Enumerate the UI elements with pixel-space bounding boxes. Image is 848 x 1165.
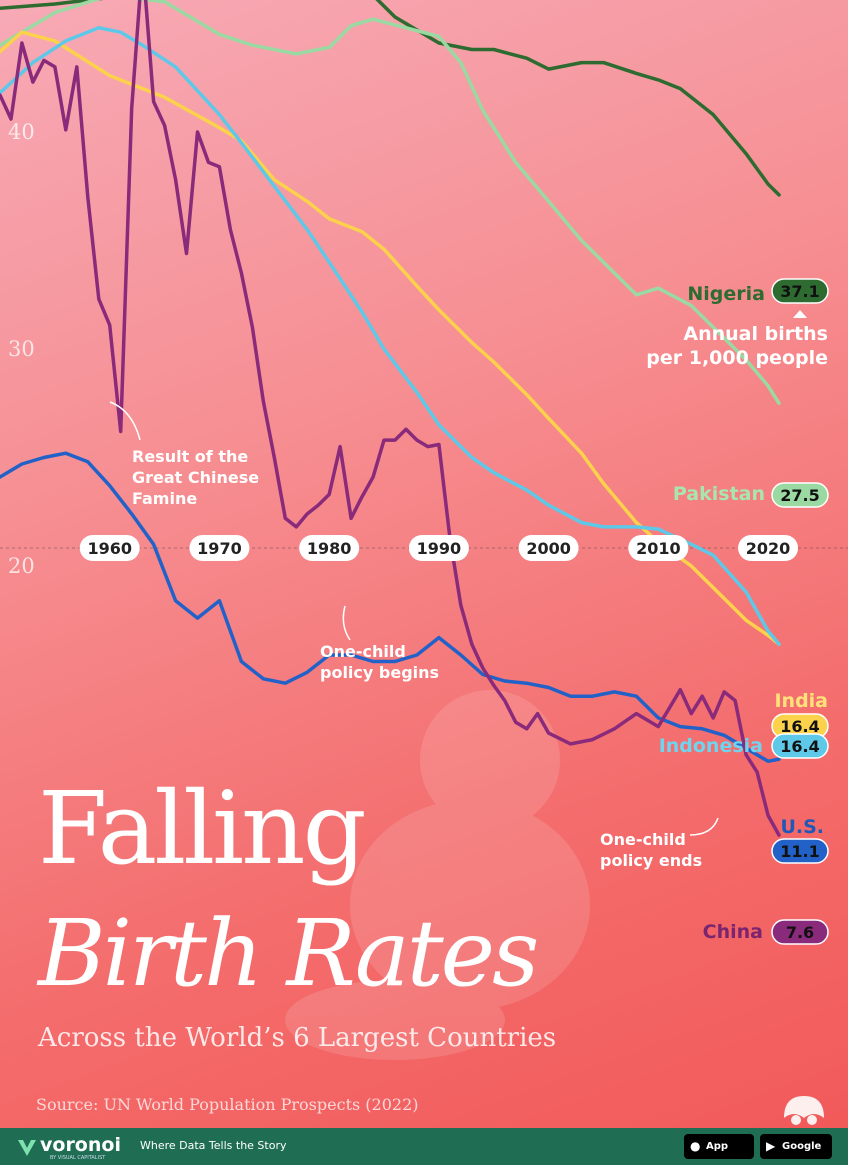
series-line-u-s bbox=[0, 451, 781, 764]
subtitle: Across the World’s 6 Largest Countries bbox=[38, 1023, 557, 1053]
x-tick-2020: 2020 bbox=[746, 539, 791, 558]
series-name-pakistan: Pakistan bbox=[673, 483, 765, 505]
apple-icon: ● bbox=[690, 1139, 701, 1153]
x-tick-2010: 2010 bbox=[636, 539, 681, 558]
title-line-1: Falling bbox=[38, 770, 367, 887]
source-note: Source: UN World Population Prospects (2… bbox=[36, 1095, 419, 1114]
x-tick-pill-1990 bbox=[408, 535, 469, 561]
y-tick-20: 20 bbox=[8, 554, 35, 578]
series-name-india: India bbox=[774, 690, 828, 712]
x-tick-1990: 1990 bbox=[417, 539, 462, 558]
x-tick-pill-2000 bbox=[518, 535, 579, 561]
app-store-label: App Store bbox=[706, 1141, 729, 1152]
tagline: Where Data Tells the Story bbox=[140, 1139, 287, 1152]
annotation-arrow-2 bbox=[342, 605, 351, 641]
units-label-line-2: per 1,000 people bbox=[646, 347, 828, 369]
series-value-pill-china bbox=[771, 919, 829, 945]
series-value-pill-indonesia bbox=[771, 733, 829, 759]
google-play-button[interactable]: ▶ Google Play bbox=[760, 1134, 832, 1159]
x-tick-pill-1960 bbox=[79, 535, 140, 561]
annotation-2: One-child policy begins bbox=[320, 642, 439, 682]
play-icon: ▶ bbox=[766, 1139, 776, 1153]
series-value-pakistan: 27.5 bbox=[780, 486, 819, 505]
visual-capitalist-logo-icon bbox=[784, 1096, 824, 1125]
series-lines bbox=[0, 0, 781, 837]
series-value-pill-u-s bbox=[771, 838, 829, 864]
x-axis-ticks: 1960 1970 1980 1990 2000 2010 2020 bbox=[79, 535, 799, 561]
title-line-2: Birth Rates bbox=[38, 900, 539, 1007]
series-line-nigeria bbox=[0, 0, 781, 197]
voronoi-logo-icon bbox=[18, 1140, 36, 1156]
footer-bar: voronoi BY VISUAL CAPITALIST Where Data … bbox=[0, 1128, 848, 1165]
series-name-u-s: U.S. bbox=[780, 816, 824, 838]
y-axis-ticks: 20 30 40 bbox=[8, 120, 35, 578]
x-tick-pill-1980 bbox=[299, 535, 360, 561]
app-store-button[interactable]: ● App Store bbox=[684, 1134, 754, 1159]
series-name-china: China bbox=[703, 921, 763, 943]
series-value-nigeria: 37.1 bbox=[780, 282, 819, 301]
series-end-labels: Nigeria 37.1 Pakistan 27.5 India 16.4 Indonesi… bbox=[659, 278, 829, 945]
series-value-china: 7.6 bbox=[786, 923, 814, 942]
google-play-label: Google Play bbox=[782, 1141, 822, 1152]
series-name-nigeria: Nigeria bbox=[687, 283, 765, 305]
series-value-india: 16.4 bbox=[780, 717, 819, 736]
series-value-pill-nigeria bbox=[771, 278, 829, 304]
y-tick-40: 40 bbox=[8, 120, 35, 144]
annotation-arrow-3 bbox=[689, 817, 719, 836]
series-value-indonesia: 16.4 bbox=[780, 737, 819, 756]
series-name-indonesia: Indonesia bbox=[659, 735, 763, 757]
baby-silhouette-icon bbox=[285, 690, 590, 1060]
brand-subtitle: BY VISUAL CAPITALIST bbox=[50, 1155, 106, 1161]
annotation-1: Result of the Great Chinese Famine bbox=[132, 447, 259, 508]
series-value-pill-pakistan bbox=[771, 482, 829, 508]
series-line-pakistan bbox=[0, 0, 781, 406]
x-tick-1970: 1970 bbox=[197, 539, 242, 558]
x-tick-pill-2020 bbox=[738, 535, 799, 561]
x-tick-1960: 1960 bbox=[87, 539, 132, 558]
units-label-line-1: Annual births bbox=[683, 323, 828, 345]
brand-name: voronoi bbox=[40, 1134, 121, 1156]
annotation-3: One-child policy ends bbox=[600, 830, 702, 870]
x-tick-pill-1970 bbox=[189, 535, 250, 561]
x-tick-pill-2010 bbox=[628, 535, 689, 561]
x-tick-2000: 2000 bbox=[526, 539, 571, 558]
units-pointer-icon bbox=[793, 310, 807, 318]
annotation-arrow-1 bbox=[109, 401, 141, 441]
annotations: Result of the Great Chinese Famine One-chil… bbox=[109, 401, 719, 870]
y-tick-30: 30 bbox=[8, 337, 35, 361]
series-line-china bbox=[0, 0, 781, 837]
x-tick-1980: 1980 bbox=[307, 539, 352, 558]
series-value-u-s: 11.1 bbox=[780, 842, 819, 861]
